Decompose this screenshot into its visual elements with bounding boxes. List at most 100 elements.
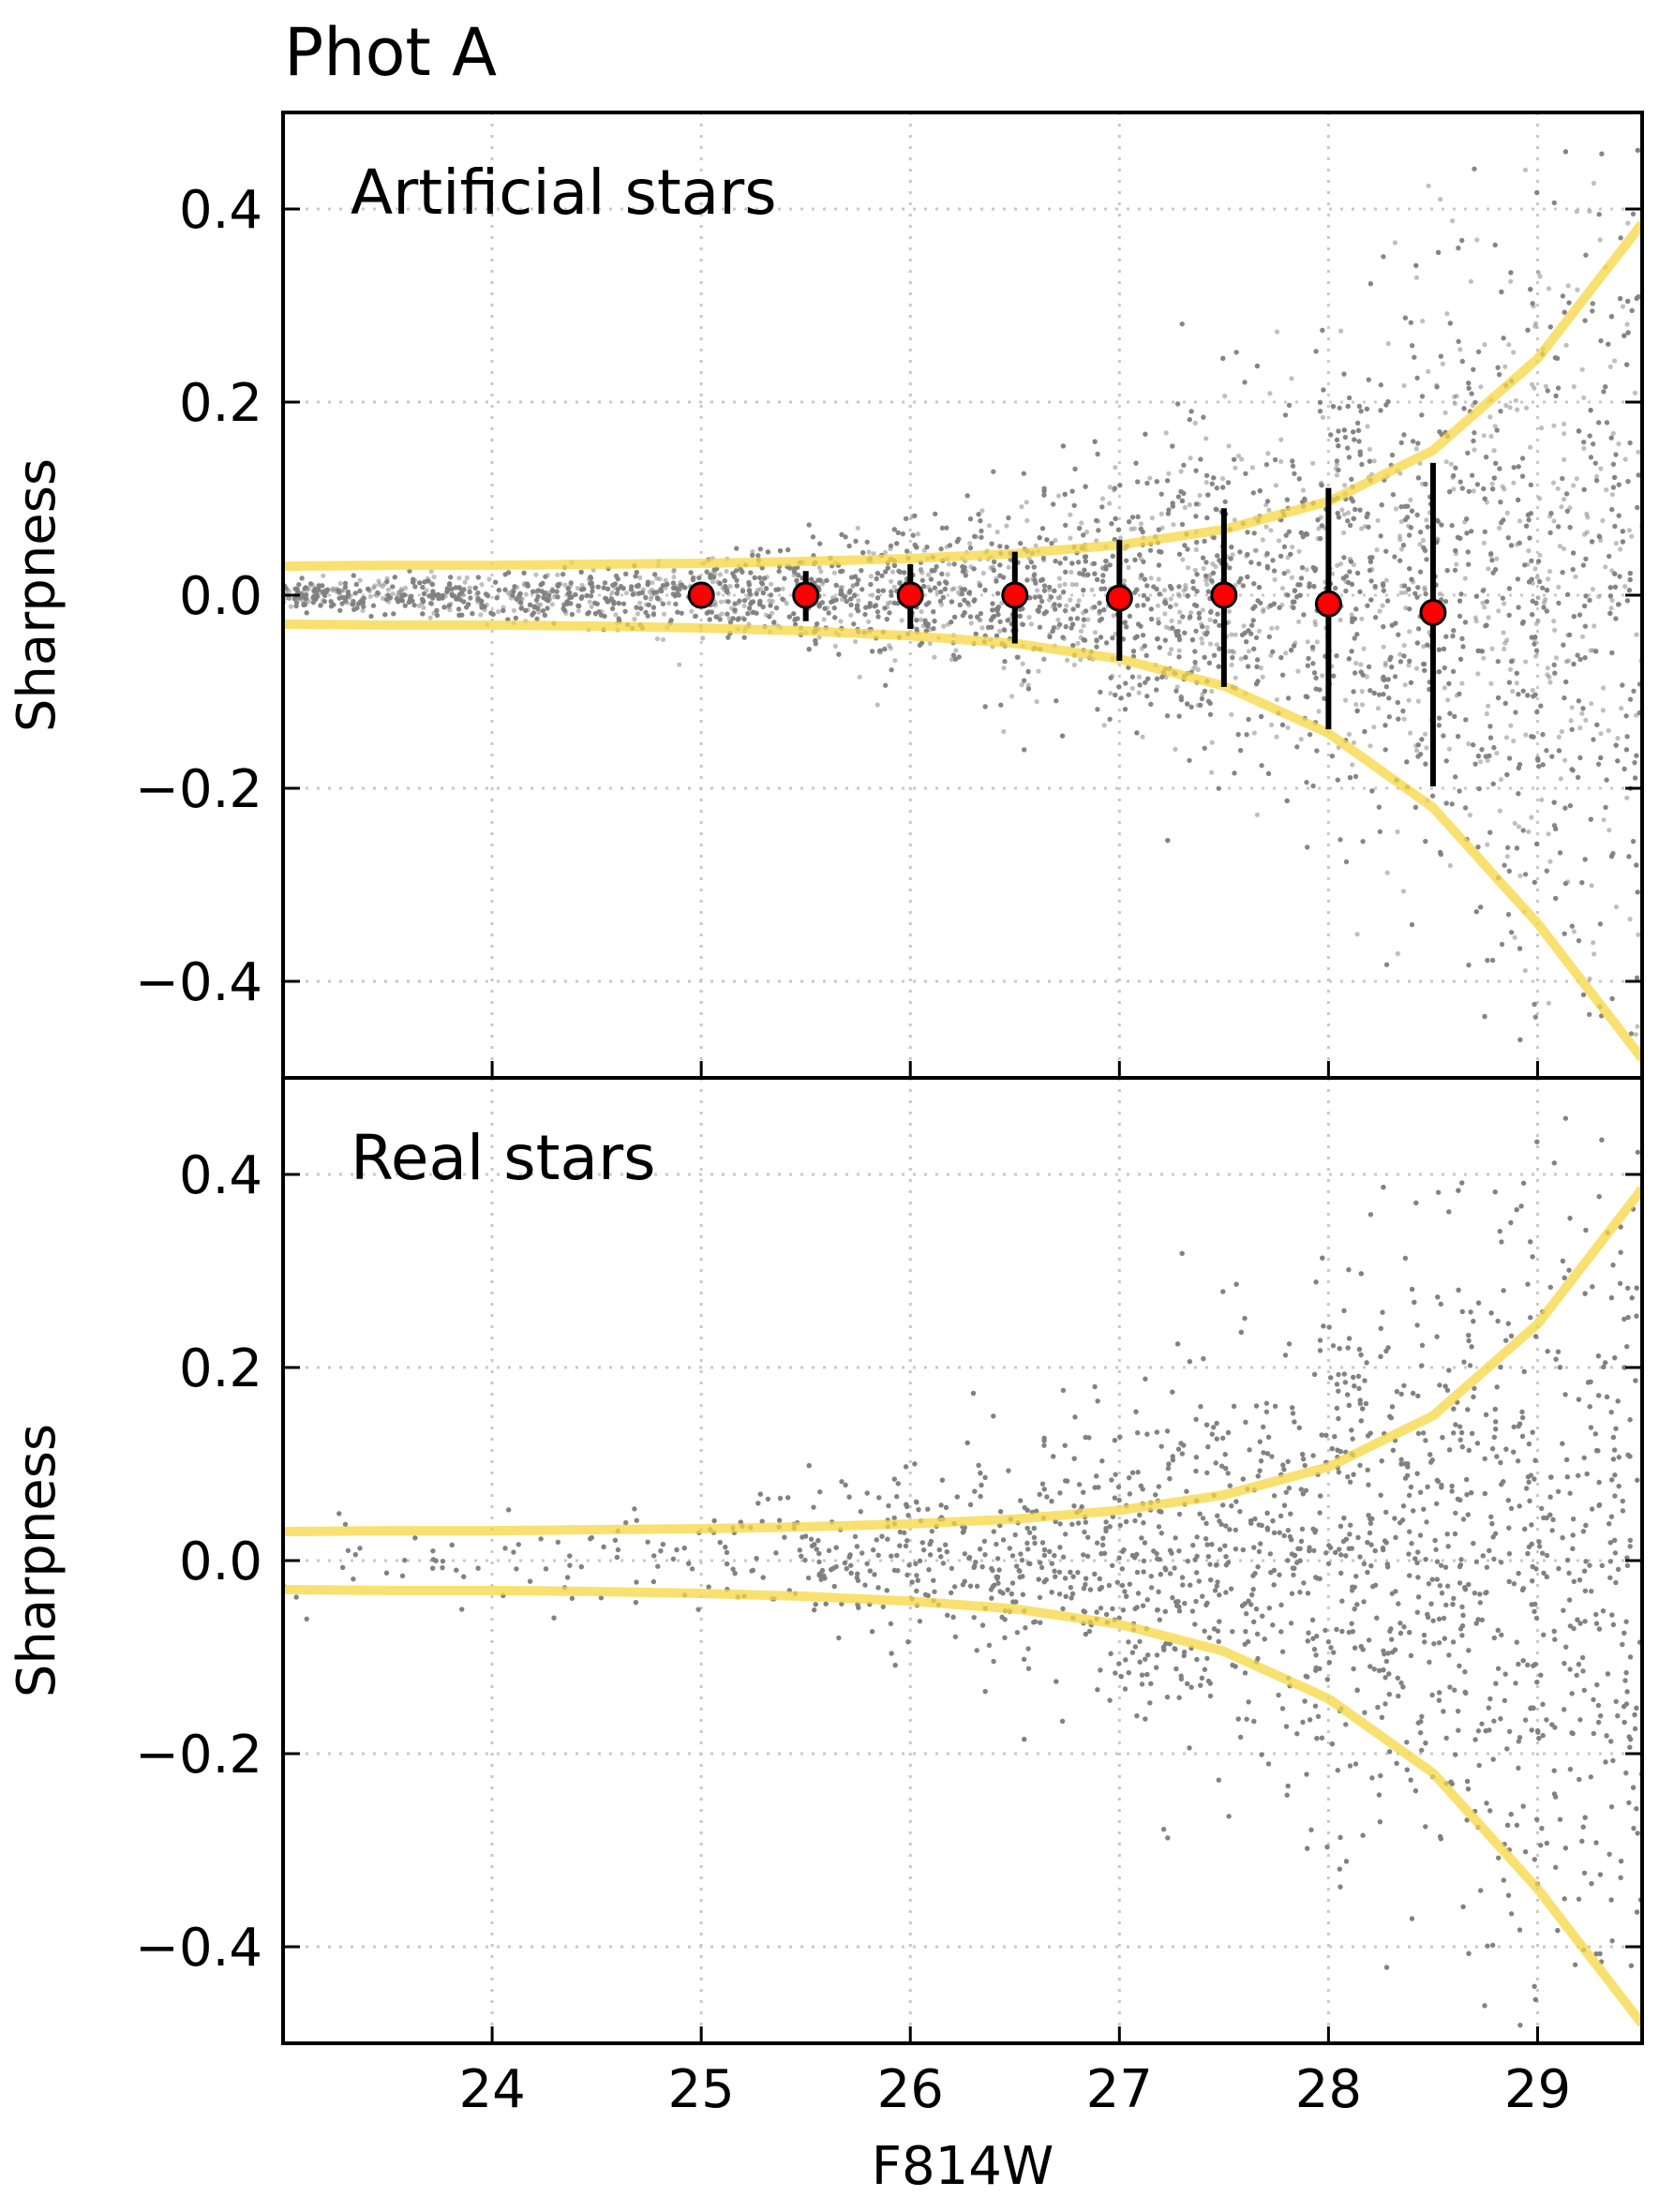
scatter-point: [1162, 611, 1168, 617]
scatter-point: [831, 570, 838, 575]
scatter-point: [1375, 706, 1381, 711]
scatter-point: [1452, 394, 1457, 399]
scatter-point: [1251, 730, 1257, 736]
scatter-point: [1406, 697, 1412, 703]
scatter-point: [1494, 556, 1500, 561]
scatter-point: [1562, 431, 1567, 437]
scatter-point: [648, 596, 653, 602]
scatter-point: [1392, 240, 1397, 246]
scatter-point: [1290, 545, 1295, 550]
scatter-point: [1526, 829, 1532, 835]
scatter-point: [1440, 361, 1445, 366]
scatter-point: [1168, 596, 1173, 602]
scatter-point: [1380, 603, 1385, 608]
scatter-point: [1381, 644, 1386, 650]
scatter-point: [1385, 341, 1391, 347]
scatter-point: [1575, 287, 1580, 292]
scatter-point: [1111, 613, 1116, 619]
scatter-point: [848, 612, 854, 618]
scatter-point: [1365, 424, 1370, 429]
scatter-point: [1149, 516, 1155, 521]
scatter-point: [1300, 487, 1306, 493]
scatter-point: [1334, 472, 1339, 478]
scatter-point: [1176, 593, 1182, 599]
scatter-point: [1203, 436, 1209, 441]
scatter-point: [1108, 691, 1113, 696]
scatter-point: [1457, 347, 1463, 352]
scatter-point: [978, 618, 983, 623]
scatter-point: [1384, 870, 1390, 875]
scatter-point: [1568, 718, 1574, 724]
scatter-point: [1629, 533, 1635, 539]
scatter-point: [1550, 480, 1557, 486]
scatter-point: [1532, 566, 1538, 572]
scatter-point: [1273, 483, 1279, 488]
scatter-point: [1338, 328, 1344, 334]
scatter-point: [918, 567, 923, 574]
scatter-point: [1033, 543, 1039, 548]
scatter-point: [1364, 674, 1369, 680]
scatter-point: [390, 590, 396, 597]
scatter-point: [1167, 650, 1173, 657]
scatter-point: [1609, 492, 1615, 498]
scatter-point: [1107, 485, 1113, 490]
scatter-point: [1341, 512, 1347, 517]
scatter-point: [1403, 605, 1409, 611]
scatter-point: [1261, 608, 1266, 615]
scatter-point: [1296, 548, 1302, 554]
scatter-point: [1413, 665, 1420, 671]
scatter-point: [979, 625, 985, 631]
scatter-point: [666, 601, 672, 606]
scatter-point: [700, 635, 706, 641]
scatter-point: [1468, 278, 1473, 284]
scatter-point: [1422, 585, 1427, 590]
scatter-point: [1573, 574, 1578, 579]
scatter-point: [724, 568, 729, 575]
scatter-point: [1343, 697, 1349, 703]
scatter-point: [1579, 366, 1585, 372]
scatter-point: [1393, 506, 1399, 512]
scatter-point: [1398, 546, 1404, 552]
scatter-point: [927, 640, 933, 647]
scatter-point: [1035, 588, 1040, 593]
scatter-point: [623, 590, 630, 596]
scatter-point: [321, 573, 326, 578]
scatter-point: [1238, 656, 1244, 662]
scatter-point: [1129, 685, 1135, 692]
scatter-point: [1622, 584, 1628, 590]
scatter-point: [1603, 564, 1608, 570]
scatter-point: [1545, 665, 1550, 671]
scatter-point: [1504, 510, 1510, 516]
scatter-point: [915, 531, 921, 537]
scatter-point: [1507, 405, 1513, 411]
scatter-point: [1278, 458, 1284, 464]
scatter-point: [1260, 537, 1265, 543]
scatter-point: [1174, 684, 1180, 690]
scatter-point: [1374, 547, 1380, 553]
scatter-point: [1320, 673, 1325, 679]
scatter-point: [741, 603, 747, 609]
scatter-point: [850, 583, 857, 589]
scatter-point: [1591, 940, 1596, 946]
scatter-point: [555, 572, 560, 577]
scatter-point: [1036, 668, 1041, 674]
scatter-point: [1635, 1024, 1640, 1029]
scatter-point: [1403, 590, 1409, 595]
scatter-point: [1481, 655, 1487, 661]
scatter-point: [1500, 484, 1505, 489]
scatter-point: [1484, 500, 1489, 505]
scatter-point: [288, 604, 294, 609]
scatter-point: [286, 595, 292, 602]
scatter-point: [1424, 517, 1429, 523]
scatter-point: [1371, 725, 1377, 730]
scatter-point: [1192, 663, 1198, 669]
scatter-point: [1320, 414, 1325, 420]
scatter-point: [1537, 274, 1543, 279]
scatter-point: [1601, 685, 1607, 691]
scatter-point: [637, 575, 643, 581]
scatter-point: [478, 612, 484, 618]
scatter-point: [1574, 209, 1579, 215]
scatter-point: [1274, 734, 1279, 740]
scatter-point: [853, 638, 859, 645]
scatter-point: [1413, 275, 1419, 280]
